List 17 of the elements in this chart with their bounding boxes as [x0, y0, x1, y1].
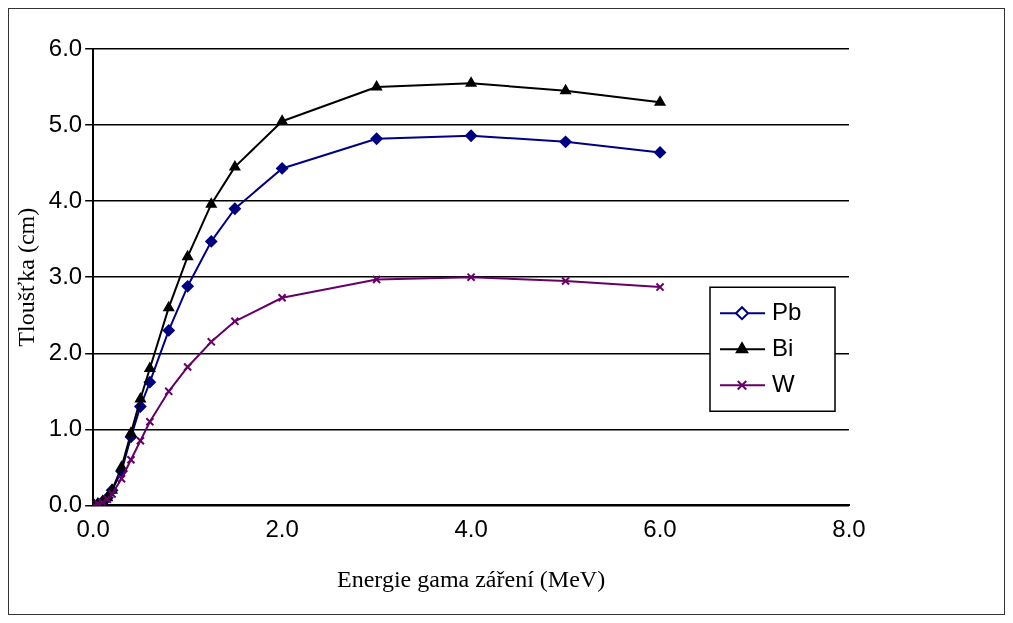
x-tick-label: 0.0	[76, 515, 110, 543]
legend-label: Pb	[772, 297, 802, 325]
y-tick-label: 1.0	[48, 413, 83, 441]
x-axis-title: Energie gama záření (MeV)	[337, 565, 606, 592]
x-tick-label: 8.0	[832, 515, 866, 543]
y-tick-label: 4.0	[48, 185, 83, 213]
legend-label: W	[772, 369, 795, 397]
y-tick-label: 0.0	[48, 490, 83, 518]
y-tick-label: 3.0	[48, 261, 83, 289]
x-tick-label: 4.0	[454, 515, 488, 543]
y-tick-label: 6.0	[48, 33, 83, 61]
y-axis-title: Tloušťka (cm)	[12, 207, 39, 347]
legend-label: Bi	[772, 333, 794, 361]
x-tick-label: 2.0	[265, 515, 299, 543]
y-tick-label: 5.0	[48, 109, 83, 137]
y-tick-label: 2.0	[48, 337, 83, 365]
x-tick-label: 6.0	[643, 515, 677, 543]
